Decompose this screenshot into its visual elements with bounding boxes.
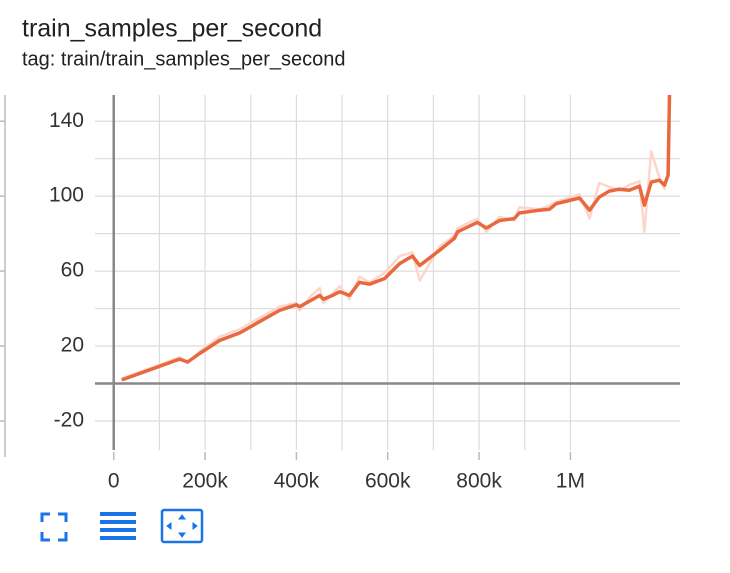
toggle-log-button[interactable] — [100, 512, 136, 540]
grid — [95, 95, 680, 450]
fullscreen-button[interactable] — [40, 512, 68, 542]
x-tick-label: 1M — [556, 470, 585, 493]
x-tick-label: 0 — [108, 470, 120, 493]
series-line — [121, 95, 671, 380]
series-line — [121, 95, 672, 382]
y-tick-label: 20 — [61, 334, 84, 357]
y-tick-label: 100 — [49, 184, 84, 207]
toolbar — [40, 508, 204, 544]
x-tick-label: 400k — [274, 470, 320, 493]
y-tick-label: 140 — [49, 109, 84, 132]
x-tick-label: 800k — [456, 470, 502, 493]
fit-domain-button[interactable] — [160, 508, 204, 544]
chart-title: train_samples_per_second — [22, 15, 322, 43]
plot-lines — [121, 95, 672, 382]
x-tick-label: 600k — [365, 470, 411, 493]
y-tick-label: -20 — [54, 409, 84, 432]
y-tick-label: 60 — [61, 259, 84, 282]
x-tick-label: 200k — [182, 470, 228, 493]
chart-subtitle: tag: train/train_samples_per_second — [22, 48, 346, 70]
